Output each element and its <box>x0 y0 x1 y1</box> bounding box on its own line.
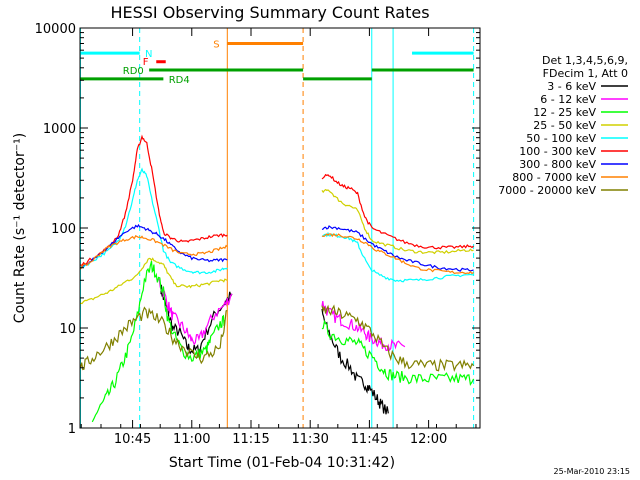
series-line <box>80 134 228 266</box>
legend-header-line-1: Det 1,3,4,5,6,9, <box>542 54 628 67</box>
x-tick-label: 11:15 <box>232 432 269 447</box>
x-tick-label: 10:45 <box>114 432 151 447</box>
flag-label-rd4: RD4 <box>169 75 190 86</box>
series-line <box>321 319 475 386</box>
legend-label: 100 - 300 keV <box>519 145 596 158</box>
series-line <box>79 306 228 371</box>
y-axis-label: Count Rate (s⁻¹ detector⁻¹) <box>12 133 28 323</box>
axes: 10:45 11:00 11:15 11:30 11:45 12:00 1 10 100 1000… <box>35 22 480 447</box>
flag-label-n: N <box>145 49 152 60</box>
x-tick-label: 11:00 <box>173 432 210 447</box>
series-line <box>321 233 474 275</box>
y-tick-label: 100 <box>51 222 76 237</box>
series-line <box>321 225 474 272</box>
y-tick-label: 10000 <box>35 22 76 37</box>
legend-label: 50 - 100 keV <box>526 132 596 145</box>
series-line <box>321 308 389 415</box>
timestamp: 25-Mar-2010 23:15 <box>554 467 631 476</box>
x-tick-label: 12:00 <box>410 432 447 447</box>
legend-label: 6 - 12 keV <box>540 93 596 106</box>
y-tick-label: 10 <box>59 322 76 337</box>
legend-label: 12 - 25 keV <box>533 106 596 119</box>
flag-label-f: F <box>143 57 149 68</box>
legend: Det 1,3,4,5,6,9, FDecim 1, Att 0 3 - 6 k… <box>498 54 628 197</box>
series-line <box>91 260 226 423</box>
series-line <box>321 304 475 372</box>
legend-header-line-2: FDecim 1, Att 0 <box>543 67 628 80</box>
legend-label: 25 - 50 keV <box>533 119 596 132</box>
series-line <box>158 279 233 346</box>
series-line <box>321 173 475 250</box>
flag-label-rd0: RD0 <box>123 66 144 77</box>
legend-label: 3 - 6 keV <box>547 80 596 93</box>
chart-title: HESSI Observing Summary Count Rates <box>110 3 429 22</box>
y-tick-label: 1 <box>68 422 76 437</box>
flag-label-s: S <box>213 39 219 50</box>
series-line <box>80 223 228 270</box>
x-tick-label: 11:30 <box>291 432 328 447</box>
series-line <box>79 234 228 270</box>
legend-label: 300 - 800 keV <box>519 158 596 171</box>
series-line <box>80 257 228 305</box>
series-line <box>321 301 406 352</box>
legend-label: 800 - 7000 keV <box>512 171 596 184</box>
plot-area: NF S RD0 RD4 <box>79 28 475 428</box>
x-tick-label: 11:45 <box>351 432 388 447</box>
x-axis-label: Start Time (01-Feb-04 10:31:42) <box>169 455 395 471</box>
series-line <box>321 188 474 255</box>
series-line <box>80 167 228 275</box>
legend-label: 7000 - 20000 keV <box>498 184 596 197</box>
y-tick-label: 1000 <box>43 122 76 137</box>
